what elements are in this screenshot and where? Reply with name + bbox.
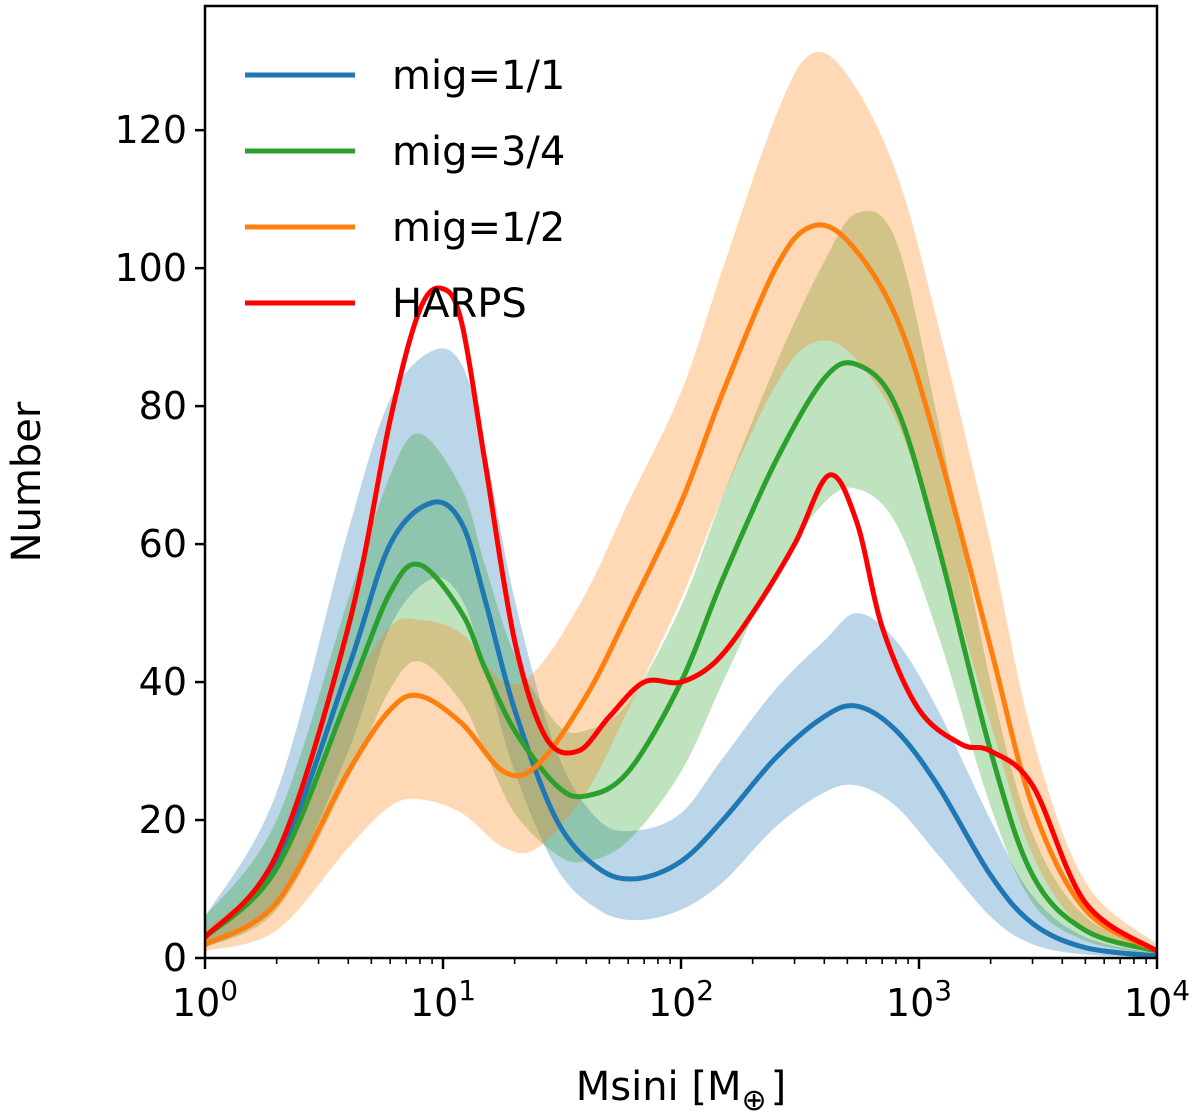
series-line-mig-1-1 [205, 499, 1157, 958]
y-tick-label: 0 [163, 936, 187, 980]
x-axis-title-subscript: ⊕ [742, 1083, 767, 1118]
x-axis-title: Msini [M⊕] [576, 1064, 787, 1118]
x-axis-title-main: Msini [M [576, 1064, 742, 1110]
y-tick-label: 100 [114, 246, 187, 290]
legend-label-mig-3-4: mig=3/4 [392, 129, 565, 175]
y-axis: 0 20 40 60 80 100 120 [114, 108, 205, 980]
x-axis-title-close: ] [771, 1064, 787, 1110]
y-tick-label: 60 [139, 522, 187, 566]
band-mig-3-4 [205, 210, 1157, 955]
x-tick-label: 102 [648, 974, 714, 1025]
series-line-harps [205, 285, 1157, 954]
x-axis: 100 101 102 103 104 [172, 958, 1190, 1025]
y-tick-label: 20 [139, 798, 187, 842]
x-tick-label: 104 [1124, 974, 1190, 1025]
y-tick-label: 120 [114, 108, 187, 152]
x-tick-label: 101 [410, 974, 476, 1025]
legend-label-harps: HARPS [392, 281, 527, 327]
x-tick-label: 103 [886, 974, 952, 1025]
legend-label-mig-1-2: mig=1/2 [392, 205, 565, 251]
legend: mig=1/1 mig=3/4 mig=1/2 HARPS [245, 53, 565, 327]
series-line-mig-1-2 [205, 222, 1157, 954]
x-tick-label: 100 [172, 974, 238, 1025]
y-axis-title: Number [4, 401, 50, 562]
y-tick-label: 40 [139, 660, 187, 704]
y-tick-label: 80 [139, 384, 187, 428]
legend-label-mig-1-1: mig=1/1 [392, 53, 565, 99]
line-layer [205, 222, 1157, 958]
